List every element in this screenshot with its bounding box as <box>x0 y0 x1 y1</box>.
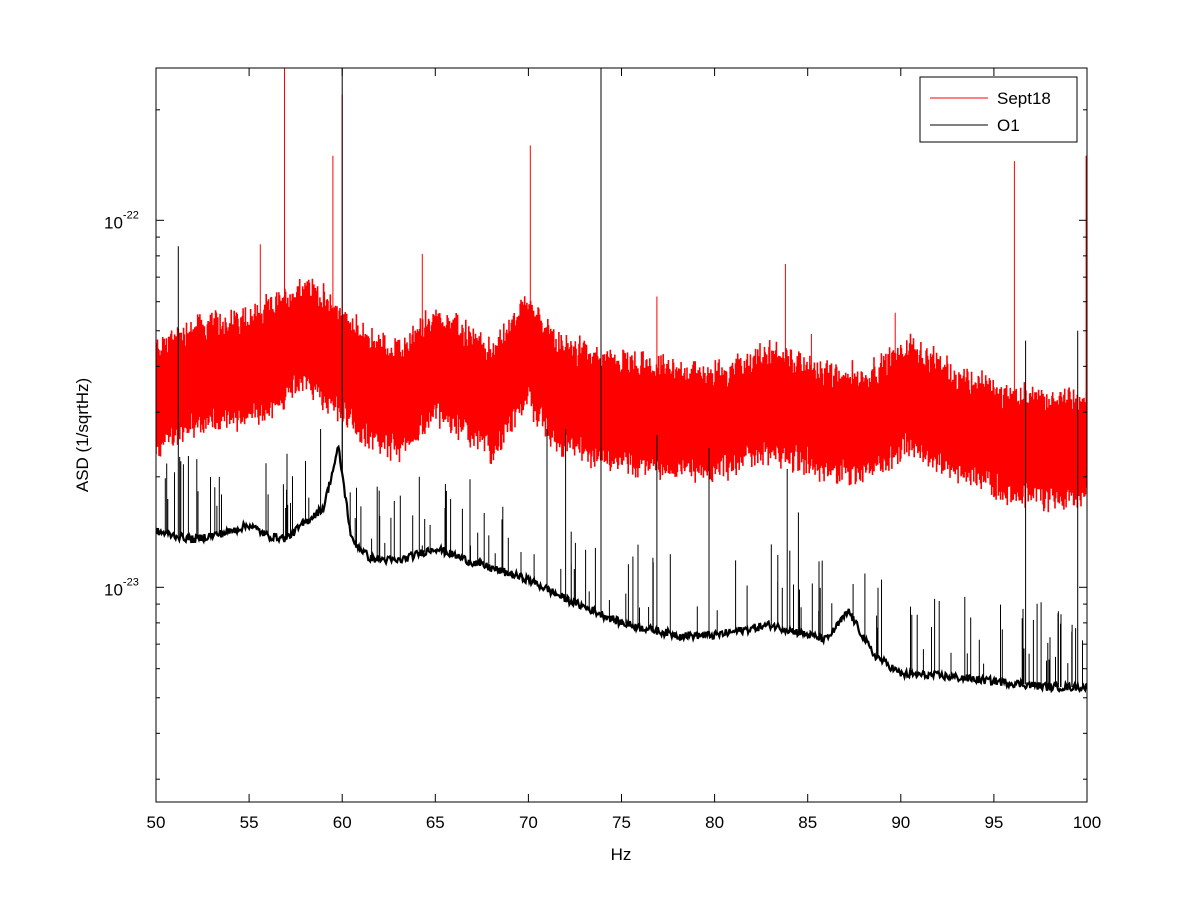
x-axis-label: Hz <box>611 845 632 864</box>
legend: Sept18 O1 <box>919 76 1078 143</box>
ticks-layer: 50 55 60 65 70 75 80 85 90 95 100 10-23 10-22 <box>104 68 1101 832</box>
x-tick-label: 75 <box>612 813 631 832</box>
x-tick-label: 50 <box>147 813 166 832</box>
x-tick-label: 100 <box>1073 813 1101 832</box>
x-tick-label: 55 <box>240 813 259 832</box>
x-tick-label: 80 <box>705 813 724 832</box>
y-tick-label: 10-23 <box>104 576 139 599</box>
y-tick-label: 10-22 <box>104 209 139 232</box>
x-tick-label: 90 <box>891 813 910 832</box>
legend-label-sept18: Sept18 <box>997 89 1051 108</box>
x-tick-label: 65 <box>426 813 445 832</box>
legend-label-o1: O1 <box>997 116 1020 135</box>
series-sept18-band <box>156 278 1087 513</box>
x-tick-label: 95 <box>984 813 1003 832</box>
x-tick-label: 70 <box>519 813 538 832</box>
x-tick-label: 60 <box>333 813 352 832</box>
series-layer <box>156 68 1087 694</box>
series-o1 <box>156 68 1087 694</box>
series-o1-spikes <box>164 421 1083 687</box>
y-axis-label: ASD (1/sqrtHz) <box>73 378 92 492</box>
x-tick-label: 85 <box>798 813 817 832</box>
legend-box <box>919 76 1078 143</box>
